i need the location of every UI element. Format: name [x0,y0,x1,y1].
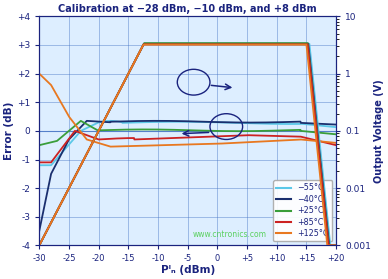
Title: Calibration at −28 dBm, −10 dBm, and +8 dBm: Calibration at −28 dBm, −10 dBm, and +8 … [58,4,317,14]
X-axis label: Pᴵₙ (dBm): Pᴵₙ (dBm) [161,265,215,275]
Legend: −55°C, −40°C, +25°C, +85°C, +125°C: −55°C, −40°C, +25°C, +85°C, +125°C [273,180,332,241]
Y-axis label: Error (dB): Error (dB) [4,102,14,160]
Y-axis label: Output Voltage (V): Output Voltage (V) [374,79,384,183]
Text: www.cntronics.com: www.cntronics.com [192,230,266,239]
